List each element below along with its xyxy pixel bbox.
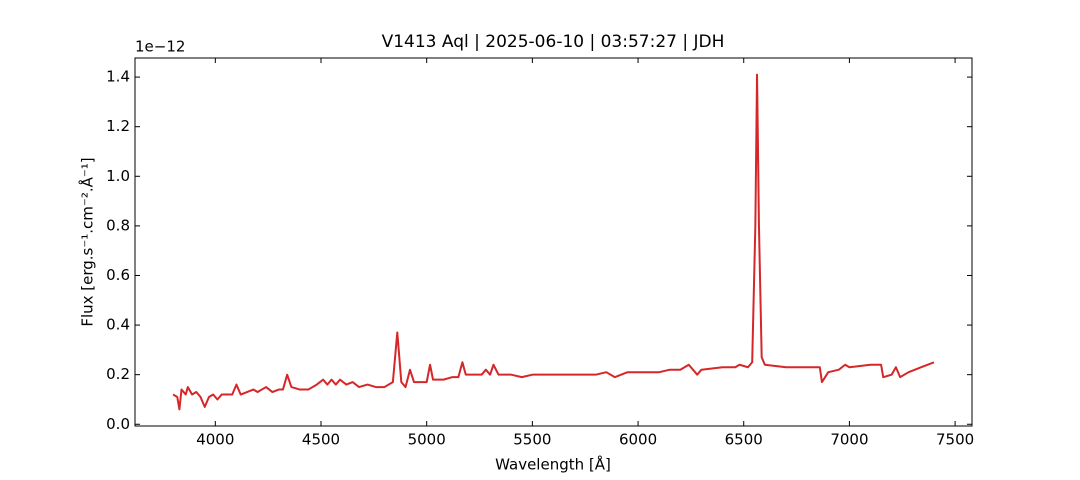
x-tick-label: 4500: [302, 431, 340, 449]
y-tick-label: 0.6: [106, 266, 130, 284]
y-axis-label: Flux [erg.s⁻¹.cm⁻².Å⁻¹]: [78, 157, 97, 326]
x-tick-label: 5500: [513, 431, 551, 449]
y-tick-label: 1.0: [106, 167, 130, 185]
y-tick-label: 0.2: [106, 365, 130, 383]
y-tick-label: 0.4: [106, 316, 130, 334]
x-tick-label: 6000: [619, 431, 657, 449]
y-offset-label: 1e−12: [135, 38, 185, 56]
x-tick-label: 5000: [408, 431, 446, 449]
y-tick-label: 0.8: [106, 216, 130, 234]
plot-frame: [134, 57, 973, 427]
y-tick-label: 0.0: [106, 415, 130, 433]
x-tick-label: 4000: [196, 431, 234, 449]
x-tick-label: 7500: [936, 431, 974, 449]
chart-title: V1413 Aql | 2025-06-10 | 03:57:27 | JDH: [382, 32, 725, 52]
x-tick-label: 7000: [830, 431, 868, 449]
x-axis-label: Wavelength [Å]: [495, 455, 611, 474]
x-tick-label: 6500: [725, 431, 763, 449]
spectrum-line: [172, 73, 935, 411]
y-tick-label: 1.2: [106, 117, 130, 135]
y-tick-label: 1.4: [106, 68, 130, 86]
